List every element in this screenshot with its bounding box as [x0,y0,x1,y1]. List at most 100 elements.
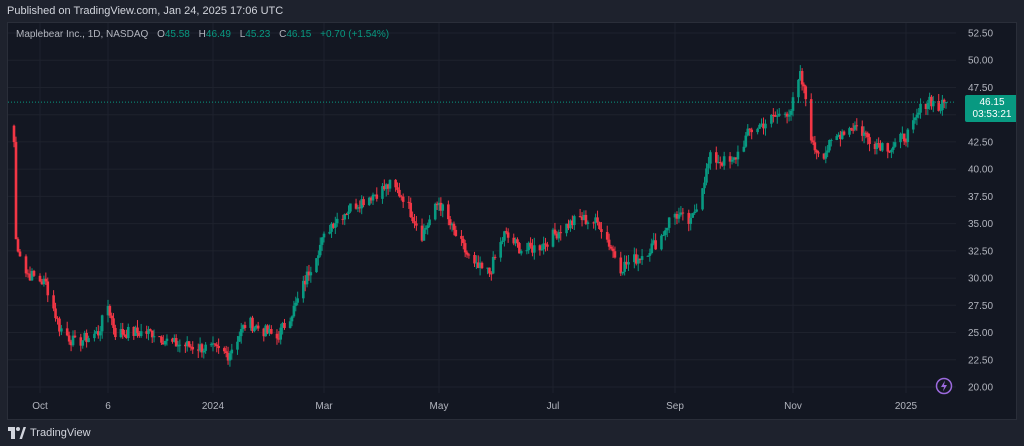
candle-body [467,254,471,256]
candle-body [415,223,418,226]
candle-body [748,128,752,130]
candle-body [173,337,176,342]
candle-body [189,346,193,348]
candle-body [262,328,266,337]
candle-body [578,216,582,218]
candle-body [842,131,846,135]
candle-body [383,186,386,190]
candle-body [609,246,613,249]
candle-body [732,157,736,160]
candle-body [789,110,793,115]
candle-body [343,214,347,220]
candle-body [693,211,696,214]
candle-body [913,117,917,121]
candle-body [332,223,335,228]
candle-body [904,141,908,143]
candle-body [592,222,595,224]
candle-body [209,344,213,346]
candle-body [881,143,884,151]
candle-body [813,142,817,151]
candle-body [465,252,469,255]
candle-body [98,331,102,336]
candle-body [119,328,123,338]
candle-body [512,237,516,244]
candle-body [557,232,561,239]
candle-body [145,331,148,334]
candle-body [73,335,77,338]
candle-body [184,344,187,347]
candle-body [662,235,665,237]
candle-body [828,140,831,151]
candle-body [891,146,895,150]
x-tick-label: Jul [547,401,560,412]
candle-body [448,219,452,226]
candle-body [334,223,337,228]
candle-body [187,341,191,347]
candle-body [345,214,348,216]
candle-body [890,149,893,153]
candle-body [373,194,377,196]
candle-body [531,246,534,253]
price-chart[interactable]: 52.5050.0047.5045.0042.5040.0037.5035.00… [8,23,1016,419]
candle-body [695,209,698,212]
candle-body [249,317,252,328]
candle-body [283,323,286,328]
candle-body [687,212,691,224]
candle-body [826,150,829,153]
candle-body [728,156,732,162]
candle-body [785,113,789,117]
candle-body [161,342,165,345]
candle-body [121,328,125,335]
brand[interactable]: TradingView [8,426,91,440]
x-tick-label: 2024 [202,401,225,412]
candle-body [176,345,180,347]
candle-body [437,202,441,206]
candle-body [134,327,137,336]
candle-body [634,254,638,264]
candle-body [837,134,840,137]
chart-panel[interactable]: 52.5050.0047.5045.0042.5040.0037.5035.00… [7,22,1017,420]
candle-body [12,125,16,143]
close-label: C [279,29,287,40]
candle-body [650,243,654,253]
candle-body [640,256,644,260]
candle-body [559,232,563,234]
candle-body [518,243,521,254]
lightning-icon[interactable] [935,377,953,395]
candle-body [855,125,859,127]
candle-body [38,275,42,282]
y-tick-label: 25.00 [968,328,993,339]
y-tick-label: 22.50 [968,355,993,366]
candle-body [106,306,110,316]
candle-body [654,240,657,250]
candle-body [715,152,718,163]
candle-body [488,267,491,274]
candle-body [791,97,795,111]
candle-body [54,308,57,319]
candle-body [533,245,536,253]
y-tick-label: 42.50 [968,137,993,148]
candle-body [679,212,683,215]
candle-body [707,163,710,169]
candle-body [703,182,706,189]
candle-body [147,329,150,334]
candle-body [600,229,603,232]
candle-body [777,113,781,116]
candle-body [868,137,871,144]
x-tick-label: Sep [666,401,684,412]
candle-body [516,239,519,244]
candle-body [222,348,226,352]
candle-body [931,101,935,107]
candle-body [439,202,443,211]
candle-body [14,142,18,240]
y-tick-label: 52.50 [968,29,993,40]
candle-body [718,162,722,164]
candle-body [742,146,746,152]
candle-body [60,328,63,332]
candle-body [238,336,241,342]
candle-body [200,344,204,353]
candle-body [475,262,478,264]
candle-body [839,134,842,140]
candle-body [87,338,90,343]
candle-body [256,325,260,329]
